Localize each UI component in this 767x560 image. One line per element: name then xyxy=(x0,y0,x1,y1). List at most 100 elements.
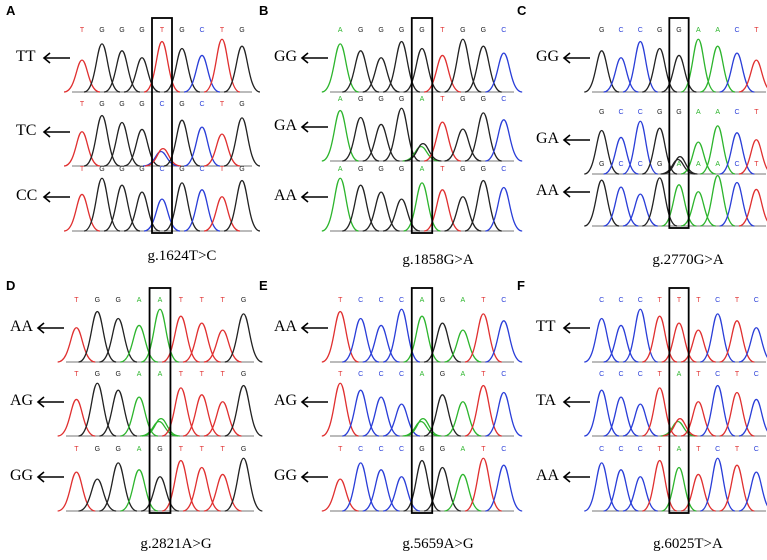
base-call: G xyxy=(399,166,404,173)
base-call: C xyxy=(599,446,604,453)
panel-label-B: B xyxy=(259,3,269,18)
base-call: T xyxy=(179,446,184,453)
genotype-label: AG xyxy=(10,392,34,409)
base-call: C xyxy=(159,166,164,173)
genotype-label: AA xyxy=(274,318,298,335)
snp-highlight-box xyxy=(151,17,173,234)
base-call: G xyxy=(95,371,100,378)
base-call: T xyxy=(754,27,759,34)
base-call: G xyxy=(440,446,445,453)
base-call: C xyxy=(618,27,623,34)
trace-peak xyxy=(738,188,767,227)
base-call: G xyxy=(241,297,246,304)
base-call: A xyxy=(338,96,343,103)
genotype-label: CC xyxy=(16,187,38,204)
base-call: A xyxy=(715,27,720,34)
base-call: T xyxy=(735,297,740,304)
trace-peak xyxy=(444,196,482,232)
trace-peak xyxy=(321,382,359,437)
base-call: G xyxy=(239,27,244,34)
genotype-label: AA xyxy=(536,182,560,199)
trace-peak xyxy=(642,177,678,227)
trace-peak xyxy=(223,45,261,93)
base-call: C xyxy=(501,297,506,304)
trace-peak xyxy=(63,193,101,232)
base-call: T xyxy=(221,446,226,453)
trace-peak xyxy=(57,471,96,512)
base-call: G xyxy=(481,96,486,103)
arrow-icon xyxy=(42,126,70,138)
trace-peak xyxy=(699,457,736,512)
snp-highlight-box xyxy=(410,287,434,514)
base-call: T xyxy=(74,371,79,378)
base-call: G xyxy=(378,96,383,103)
trace-peak xyxy=(444,38,482,93)
genotype-label: AA xyxy=(536,467,560,484)
variant-caption: g.6025T>A xyxy=(653,536,723,552)
base-call: C xyxy=(379,297,384,304)
trace-peak xyxy=(464,112,502,162)
genotype-label: GG xyxy=(536,48,560,65)
base-call: T xyxy=(80,166,85,173)
trace-peak xyxy=(583,179,620,227)
trace-peak xyxy=(78,310,117,363)
base-call: C xyxy=(638,109,643,116)
trace-peak xyxy=(700,174,736,227)
trace-peak xyxy=(63,131,101,167)
base-call: T xyxy=(338,297,343,304)
trace-peak xyxy=(444,128,482,162)
base-call: G xyxy=(657,109,662,116)
base-call: A xyxy=(420,96,425,103)
base-call: G xyxy=(241,446,246,453)
trace-peak xyxy=(163,119,201,167)
base-call: G xyxy=(358,27,363,34)
base-call: G xyxy=(399,27,404,34)
base-call: C xyxy=(199,101,204,108)
trace-peak xyxy=(362,57,400,93)
base-call: T xyxy=(74,297,79,304)
base-call: A xyxy=(696,161,701,168)
genotype-label: GG xyxy=(274,467,298,484)
base-call: A xyxy=(461,297,466,304)
base-call: T xyxy=(200,371,205,378)
arrow-icon xyxy=(562,471,590,483)
trace-peak xyxy=(485,186,523,232)
variant-caption: g.1858G>A xyxy=(402,252,474,268)
genotype-label: AA xyxy=(274,187,298,204)
trace-peak xyxy=(83,43,121,93)
base-call: C xyxy=(501,27,506,34)
trace-peak xyxy=(738,471,767,512)
base-call: C xyxy=(618,161,623,168)
genotype-label: TA xyxy=(536,392,557,409)
trace-peak xyxy=(224,384,263,437)
arrow-icon xyxy=(36,471,64,483)
trace-peak xyxy=(738,139,767,175)
base-call: T xyxy=(220,166,225,173)
base-call: G xyxy=(239,101,244,108)
trace-peak xyxy=(485,391,523,437)
base-call: C xyxy=(379,371,384,378)
panel-label-D: D xyxy=(6,278,16,293)
arrow-icon xyxy=(300,191,328,203)
base-call: G xyxy=(139,27,144,34)
trace-peak xyxy=(78,478,117,512)
arrow-icon xyxy=(36,322,64,334)
base-call: C xyxy=(754,297,759,304)
base-call: C xyxy=(358,371,363,378)
trace-peak xyxy=(464,179,502,232)
base-call: A xyxy=(715,161,720,168)
arrow-icon xyxy=(300,396,328,408)
trace-peak xyxy=(99,462,138,512)
genotype-label: TT xyxy=(536,318,556,335)
base-call: C xyxy=(399,446,404,453)
base-call: T xyxy=(754,161,759,168)
base-call: C xyxy=(734,27,739,34)
trace-peak xyxy=(622,40,658,93)
base-call: C xyxy=(501,96,506,103)
base-call: G xyxy=(419,446,424,453)
base-call: C xyxy=(734,161,739,168)
arrow-icon xyxy=(562,322,590,334)
base-call: T xyxy=(200,297,205,304)
base-call: G xyxy=(358,166,363,173)
base-call: C xyxy=(715,371,720,378)
